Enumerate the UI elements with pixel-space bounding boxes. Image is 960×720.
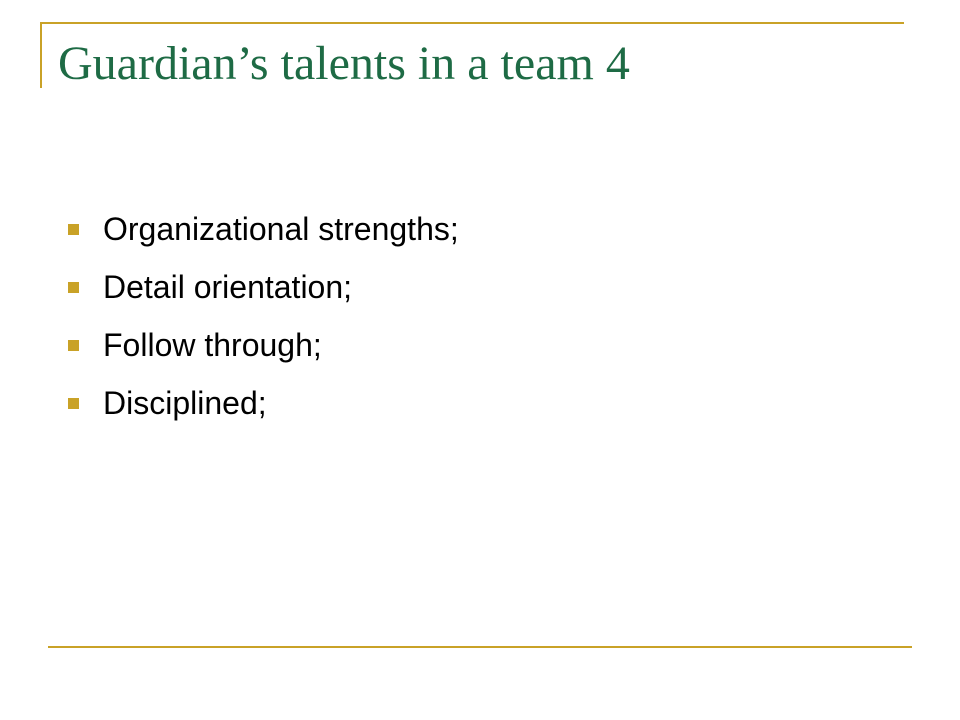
bullet-list: Organizational strengths; Detail orienta… (68, 200, 459, 432)
bullet-item: Disciplined; (68, 374, 459, 432)
bullet-item: Detail orientation; (68, 258, 459, 316)
bullet-text: Follow through; (103, 326, 322, 363)
bullet-item: Organizational strengths; (68, 200, 459, 258)
bullet-text: Organizational strengths; (103, 210, 459, 247)
slide-title: Guardian’s talents in a team 4 (58, 37, 630, 90)
top-divider (40, 22, 904, 24)
square-bullet-icon (68, 397, 79, 409)
square-bullet-icon (68, 223, 79, 235)
left-divider (40, 22, 42, 88)
bottom-divider (48, 646, 912, 648)
square-bullet-icon (68, 339, 79, 351)
bullet-text: Detail orientation; (103, 268, 353, 305)
square-bullet-icon (68, 281, 79, 293)
bullet-text: Disciplined; (103, 384, 267, 421)
bullet-item: Follow through; (68, 316, 459, 374)
